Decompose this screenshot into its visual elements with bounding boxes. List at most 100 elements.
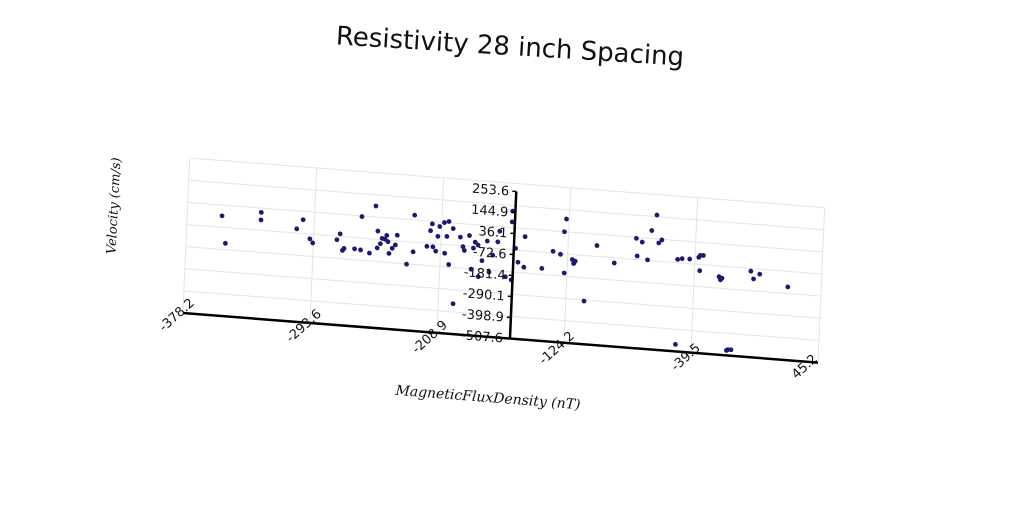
data-point xyxy=(572,258,578,264)
data-point xyxy=(751,276,756,282)
data-point xyxy=(509,219,515,225)
data-point xyxy=(429,221,435,227)
data-point xyxy=(460,244,466,250)
grid-line-h xyxy=(183,290,819,341)
data-point xyxy=(581,298,587,304)
data-point xyxy=(373,203,379,209)
x-tick-label: 45.2 xyxy=(789,352,821,383)
data-point xyxy=(634,253,640,259)
data-point xyxy=(435,233,441,239)
data-point xyxy=(656,240,662,246)
data-point xyxy=(404,261,409,267)
data-point xyxy=(719,275,725,281)
data-point xyxy=(490,252,496,258)
data-point xyxy=(697,268,703,274)
data-point xyxy=(412,212,418,218)
grid-line-v xyxy=(690,197,699,353)
data-point xyxy=(384,233,390,238)
data-point xyxy=(502,274,508,280)
data-point xyxy=(375,228,381,234)
data-point xyxy=(700,253,706,258)
grid-line-h xyxy=(187,201,823,253)
data-point xyxy=(757,271,763,277)
data-point xyxy=(475,274,481,280)
y-tick-label: 144.9 xyxy=(471,203,509,221)
grid-line-h xyxy=(188,179,824,231)
data-point xyxy=(433,248,439,254)
x-axis-line xyxy=(182,311,819,364)
data-point xyxy=(389,245,395,251)
data-point xyxy=(515,259,521,265)
data-point xyxy=(442,250,448,256)
x-tick-label: -293.6 xyxy=(283,307,324,346)
y-tick-label: -72.6 xyxy=(473,245,507,263)
data-point xyxy=(475,242,481,248)
data-point xyxy=(410,249,416,255)
grid-line-h xyxy=(184,268,820,319)
data-point xyxy=(258,209,264,215)
data-point xyxy=(471,245,476,251)
data-point xyxy=(219,213,225,219)
data-point xyxy=(222,240,228,246)
data-point xyxy=(486,269,492,275)
data-point xyxy=(358,247,363,253)
grid-line-v xyxy=(436,177,445,333)
data-point xyxy=(675,256,681,262)
grid-lines xyxy=(182,157,826,364)
x-axis-title: MagneticFluxDensity (nT) xyxy=(394,383,581,414)
data-point xyxy=(310,240,316,246)
data-point xyxy=(442,220,447,225)
data-point xyxy=(611,260,617,266)
data-point xyxy=(428,228,433,234)
y-tick-label: -181.4 xyxy=(463,265,506,283)
data-point xyxy=(634,235,639,241)
data-point xyxy=(341,246,347,251)
data-point xyxy=(450,226,456,231)
data-points xyxy=(219,203,791,353)
x-tick-label: -378.2 xyxy=(156,296,197,335)
grid-line-v xyxy=(563,187,572,343)
data-point xyxy=(468,266,474,272)
data-point xyxy=(258,217,264,223)
plot-area: 253.6 144.9 36.1 -72.6 -181.4 -290.1 -398.9 -50… xyxy=(182,157,826,364)
data-point xyxy=(497,228,503,234)
y-tick-label: -507.6 xyxy=(461,328,504,346)
data-point xyxy=(562,229,567,235)
data-point xyxy=(522,234,528,240)
data-point xyxy=(479,258,485,264)
data-point xyxy=(495,239,501,245)
data-point xyxy=(444,234,450,239)
data-point xyxy=(334,237,340,243)
data-point xyxy=(679,256,685,262)
data-point xyxy=(386,250,392,256)
x-tick-label: -208.9 xyxy=(409,318,450,357)
grid-line-v xyxy=(309,167,318,323)
data-point xyxy=(392,242,398,248)
data-point xyxy=(659,237,665,243)
data-point xyxy=(394,232,400,238)
y-tick-labels: 253.6 144.9 36.1 -72.6 -181.4 -290.1 -398.9 -50… xyxy=(461,182,510,347)
data-point xyxy=(377,241,383,247)
data-point xyxy=(550,248,556,254)
data-point xyxy=(673,341,678,347)
data-point xyxy=(307,236,313,242)
data-point xyxy=(352,246,357,252)
data-point xyxy=(558,251,563,257)
y-axis-title: Velocity (cm/s) xyxy=(104,157,124,254)
grid-line-h xyxy=(189,157,825,209)
grid-line-h xyxy=(185,246,821,297)
grid-line-v xyxy=(817,207,826,363)
data-point xyxy=(294,226,300,232)
data-point xyxy=(564,216,569,222)
data-point xyxy=(457,234,463,240)
data-point xyxy=(430,244,436,250)
y-tick-label: -290.1 xyxy=(463,286,506,304)
data-point xyxy=(385,239,391,245)
data-point xyxy=(649,228,655,233)
data-point xyxy=(687,256,693,262)
chart-title: Resistivity 28 inch Spacing xyxy=(335,21,685,72)
data-point xyxy=(424,243,430,249)
y-tick-label: 36.1 xyxy=(478,224,508,241)
data-point xyxy=(359,214,365,219)
